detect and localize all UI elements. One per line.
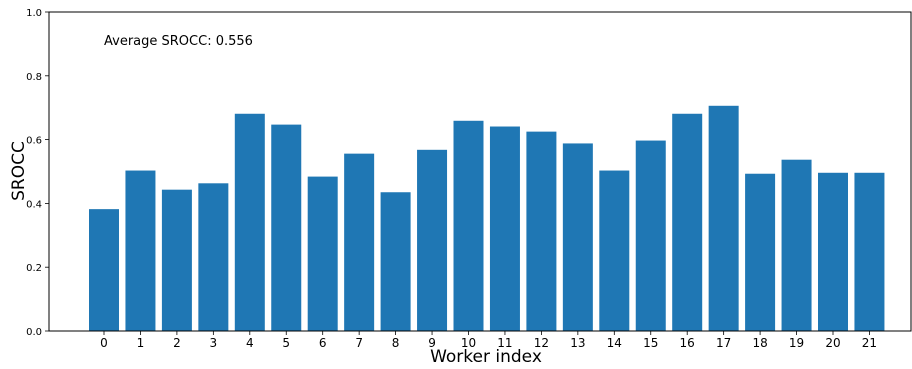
y-tick-label: 0.2: [26, 263, 42, 274]
x-tick-label: 18: [752, 336, 767, 350]
x-tick-label: 4: [246, 336, 254, 350]
x-axis-ticks: 0 1 2 3 4 5 6 7 8 9 10 11 12 13 14 15 16 17 18 19 20 21: [100, 331, 877, 350]
bar-8: [380, 192, 411, 331]
bar-4: [234, 113, 265, 331]
bar-15: [635, 140, 666, 331]
x-tick-label: 6: [319, 336, 327, 350]
x-tick-label: 1: [137, 336, 145, 350]
x-tick-label: 16: [680, 336, 695, 350]
bar-1: [125, 170, 156, 331]
x-tick-label: 5: [282, 336, 290, 350]
y-tick-label: 0.8: [26, 72, 42, 83]
bar-18: [745, 173, 776, 331]
bar-16: [672, 113, 703, 331]
y-axis-ticks: 0.0 0.2 0.4 0.6 0.8 1.0: [26, 8, 49, 338]
x-tick-label: 9: [428, 336, 436, 350]
x-tick-label: 12: [534, 336, 549, 350]
x-tick-label: 3: [210, 336, 218, 350]
bar-13: [562, 143, 593, 331]
bar-14: [599, 170, 630, 331]
x-tick-label: 21: [862, 336, 877, 350]
bar-9: [417, 149, 448, 331]
average-annotation: Average SROCC: 0.556: [104, 34, 253, 49]
bar-10: [453, 120, 484, 331]
bar-19: [781, 159, 812, 331]
bar-7: [344, 153, 375, 331]
y-tick-label: 0.6: [26, 136, 42, 147]
x-tick-label: 17: [716, 336, 731, 350]
plot-frame: [48, 11, 912, 332]
bar-5: [271, 124, 302, 331]
bar-6: [307, 176, 338, 331]
bar-2: [161, 189, 192, 331]
axis-spines: [48, 11, 912, 332]
x-tick-label: 11: [497, 336, 512, 350]
x-tick-label: 2: [173, 336, 181, 350]
x-axis-label: Worker index: [430, 347, 542, 367]
x-tick-label: 19: [789, 336, 804, 350]
y-tick-label: 1.0: [26, 8, 42, 19]
bars-group: [89, 105, 885, 332]
bar-0: [89, 209, 119, 331]
bar-3: [198, 183, 229, 331]
y-tick-label: 0.0: [26, 327, 42, 338]
bar-21: [854, 172, 885, 331]
x-tick-label: 20: [825, 336, 840, 350]
bar-11: [489, 126, 520, 332]
x-tick-label: 15: [643, 336, 658, 350]
x-tick-label: 8: [392, 336, 400, 350]
x-tick-label: 7: [355, 336, 363, 350]
bar-12: [526, 131, 557, 332]
y-tick-label: 0.4: [26, 199, 42, 210]
x-tick-label: 13: [570, 336, 585, 350]
bar-17: [708, 105, 739, 331]
y-axis-label: SROCC: [9, 141, 29, 201]
x-tick-label: 10: [461, 336, 476, 350]
x-tick-label: 14: [607, 336, 622, 350]
x-tick-label: 0: [100, 336, 108, 350]
bar-20: [818, 172, 848, 331]
